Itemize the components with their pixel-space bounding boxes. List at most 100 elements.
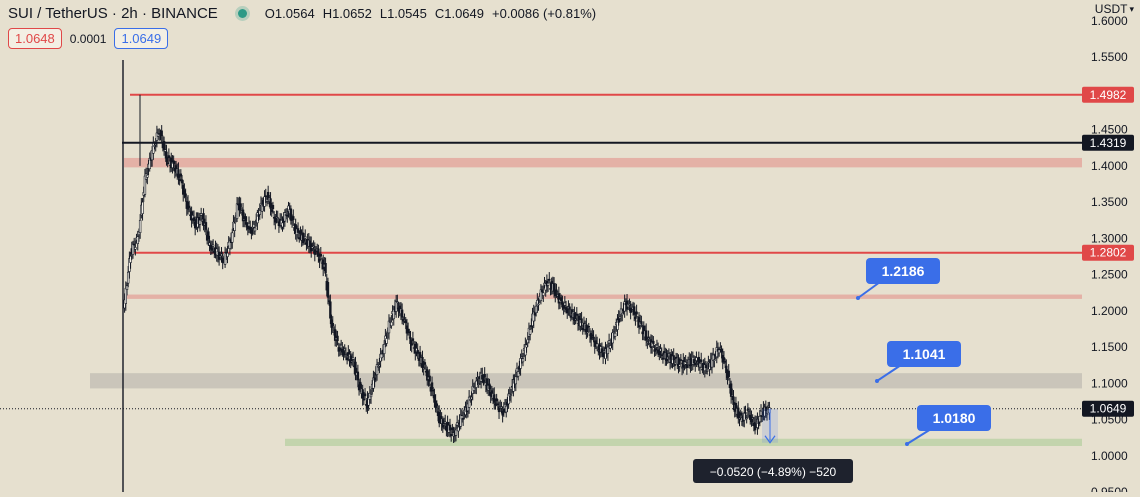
candle-body xyxy=(373,377,376,381)
candle-body xyxy=(239,203,242,208)
candle-body xyxy=(704,365,708,369)
candle-body xyxy=(177,169,180,178)
candle-body xyxy=(235,203,239,219)
candle-body xyxy=(725,365,728,374)
candle-body xyxy=(722,357,726,361)
candle-body xyxy=(606,346,610,355)
candle-body xyxy=(537,303,540,306)
axis-price-label-1: 1.4319 xyxy=(1090,136,1127,150)
candle-body xyxy=(516,371,520,377)
axis-price-tag-0[interactable] xyxy=(1082,86,1134,103)
open-value: 1.0564 xyxy=(274,5,315,21)
candle-body xyxy=(404,320,407,324)
candle-body xyxy=(540,289,544,293)
axis-price-tag-1[interactable] xyxy=(1082,134,1134,151)
candle-body xyxy=(705,370,709,372)
candle-body xyxy=(363,393,367,397)
candle-body xyxy=(187,205,191,208)
candle-body xyxy=(263,196,266,207)
candle-body xyxy=(207,231,210,240)
callout-anchor-2[interactable] xyxy=(905,442,909,446)
symbol-title[interactable]: SUI / TetherUS · 2h · BINANCE xyxy=(8,4,218,22)
candle-body xyxy=(138,219,142,233)
candle-body xyxy=(250,229,253,234)
candle-body xyxy=(685,364,689,369)
callout-anchor-0[interactable] xyxy=(856,296,860,300)
candle-body xyxy=(220,253,223,256)
candle-body xyxy=(451,427,454,430)
candle-body xyxy=(226,252,229,257)
candle-body xyxy=(723,361,727,363)
candle-body xyxy=(658,350,661,356)
callout-box-1[interactable] xyxy=(887,341,961,367)
zone-red-1[interactable] xyxy=(124,294,1082,299)
sell-price-button[interactable]: 1.0648 xyxy=(8,28,62,49)
candle-body xyxy=(441,419,445,428)
candle-body xyxy=(672,355,675,361)
candle-body xyxy=(359,381,362,389)
candle-body xyxy=(731,394,734,397)
market-status-icon xyxy=(237,8,247,18)
candle-body xyxy=(475,380,478,388)
currency-selector[interactable]: USDT ▾ xyxy=(1095,2,1134,16)
buy-price-button[interactable]: 1.0649 xyxy=(114,28,169,49)
candle-body xyxy=(172,160,175,164)
callout-pointer-1 xyxy=(876,364,902,382)
spread-value: 0.0001 xyxy=(69,31,107,46)
callout-box-2[interactable] xyxy=(917,405,991,431)
candle-body xyxy=(210,247,214,251)
candle-body xyxy=(667,353,671,357)
candle-body xyxy=(744,412,747,414)
candle-body xyxy=(253,227,257,232)
candle-body xyxy=(505,405,508,413)
candle-body xyxy=(560,297,563,302)
candle-body xyxy=(324,263,327,274)
axis-price-tag-3[interactable] xyxy=(1082,400,1134,417)
candle-body xyxy=(329,301,332,319)
low-value: 1.0545 xyxy=(387,5,427,21)
candle-body xyxy=(422,367,425,370)
candle-body xyxy=(739,412,742,416)
candle-body xyxy=(298,237,301,240)
candle-body xyxy=(430,382,434,390)
zone-green-3[interactable] xyxy=(285,438,1082,446)
candle-body xyxy=(444,421,447,424)
candle-body xyxy=(351,357,355,360)
candle-body xyxy=(442,423,446,426)
candle-body xyxy=(568,306,571,310)
y-tick-label: 1.6000 xyxy=(1091,14,1128,28)
candle-body xyxy=(264,195,267,197)
candle-body xyxy=(277,221,281,227)
candle-body xyxy=(199,213,203,216)
candle-body xyxy=(208,242,211,246)
axis-price-tag-2[interactable] xyxy=(1082,244,1134,261)
measure-tooltip-box xyxy=(693,459,853,483)
candle-body xyxy=(692,359,696,364)
measure-arrow-icon xyxy=(764,435,776,444)
candle-body xyxy=(745,417,748,420)
candle-body xyxy=(575,313,578,316)
candle-body xyxy=(467,396,471,408)
zone-grey-2[interactable] xyxy=(90,373,1082,389)
candle-body xyxy=(476,377,479,379)
candle-body xyxy=(612,331,616,334)
candle-body xyxy=(231,232,234,243)
callout-box-0[interactable] xyxy=(866,258,940,284)
callout-anchor-1[interactable] xyxy=(875,379,879,383)
candle-body xyxy=(607,340,611,344)
candle-body xyxy=(701,368,704,371)
axis-price-label-0: 1.4982 xyxy=(1090,88,1127,102)
candle-body xyxy=(304,236,307,239)
candle-body xyxy=(193,221,197,229)
candle-body xyxy=(654,348,657,351)
zone-red-0[interactable] xyxy=(124,157,1082,168)
candle-body xyxy=(382,344,386,354)
candle-body xyxy=(198,219,202,225)
candle-body xyxy=(318,258,321,262)
candle-body xyxy=(124,287,127,304)
candle-body xyxy=(633,306,636,315)
y-tick-label: 1.2000 xyxy=(1091,304,1128,318)
y-tick-label: 1.4000 xyxy=(1091,159,1128,173)
